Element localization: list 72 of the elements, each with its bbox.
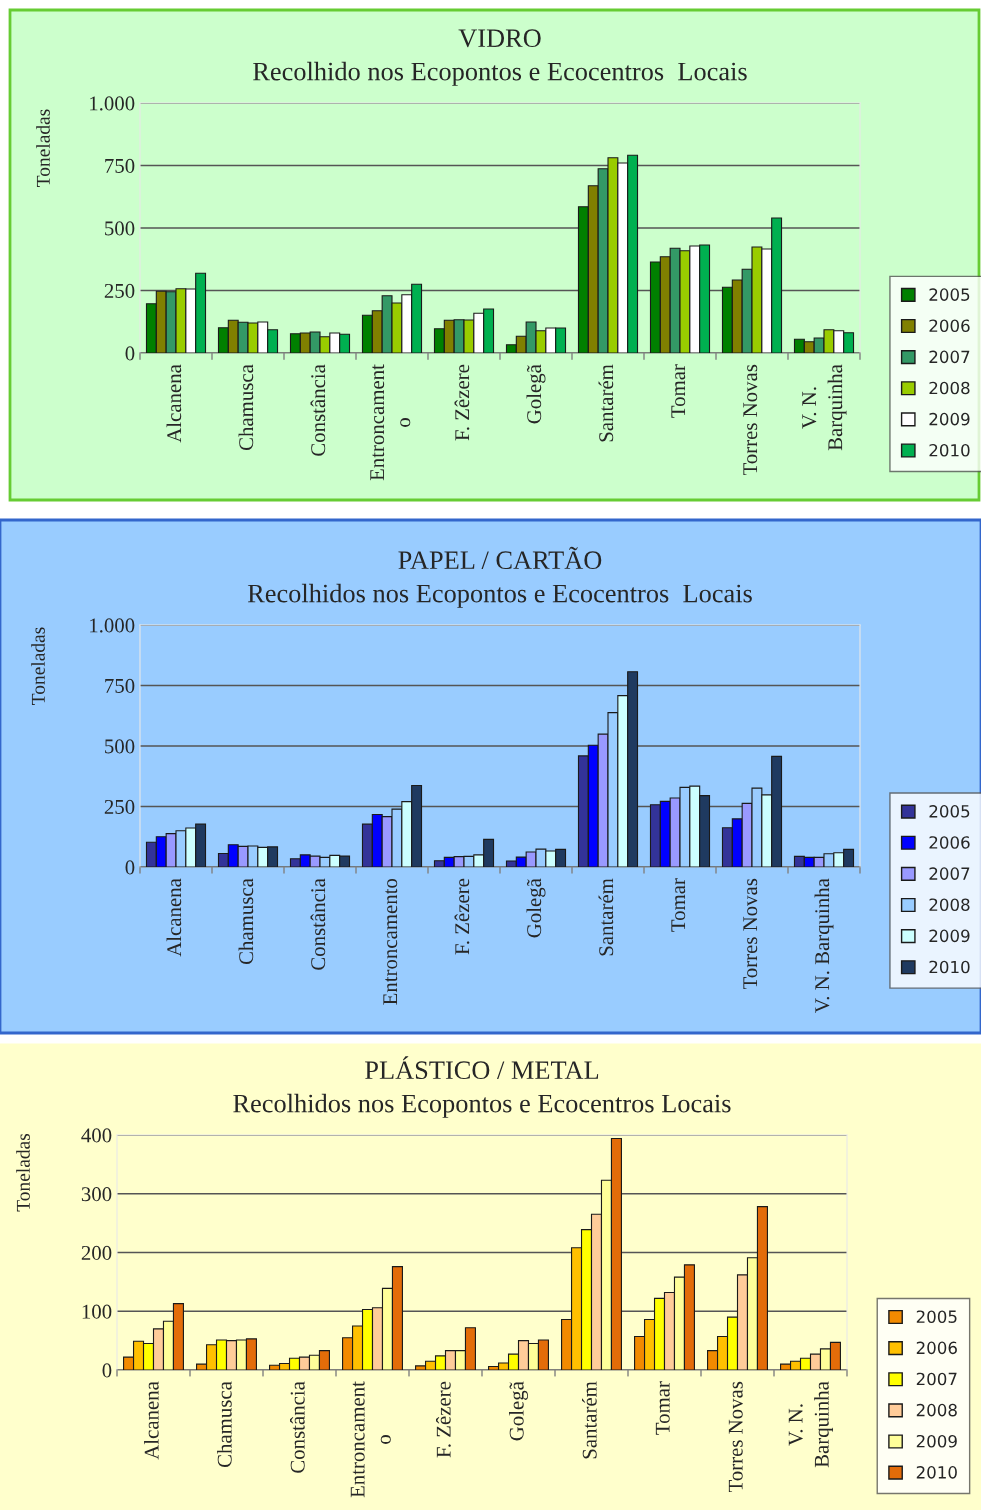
legend-label: 2008 (929, 898, 970, 912)
x-tick-label: Santarém (582, 1381, 597, 1459)
x-tick-label: Torres Novas (728, 1381, 743, 1493)
x-tick-label: Torres Novas (743, 878, 758, 990)
x-tick-label: Santarém (598, 364, 614, 442)
legend-label: 2006 (929, 319, 970, 333)
y-tick-label: 1.000 (90, 96, 135, 111)
legend-label: 2005 (929, 805, 970, 818)
x-tick-label: Constância (290, 1381, 305, 1473)
y-tick-label: 100 (82, 1304, 112, 1319)
legend-label: 2008 (916, 1403, 957, 1417)
y-tick-label: 200 (81, 1245, 112, 1260)
chart-subtitle: Recolhidos nos Ecopontos e Ecocentros Locais (233, 1093, 731, 1118)
y-tick-label: 0 (102, 1363, 112, 1378)
x-tick-label: F. Zêzere (436, 1381, 451, 1458)
x-tick-label: Entroncamento (383, 878, 398, 1005)
legend-label: 2005 (929, 288, 970, 301)
x-tick-label: Alcanena (144, 1381, 159, 1460)
x-tick-label: Chamusca (238, 364, 254, 451)
y-axis-title: Toneladas (36, 109, 50, 187)
y-tick-label: 300 (81, 1187, 112, 1202)
chart-title: PLÁSTICO / METAL (365, 1056, 599, 1080)
y-tick-label: 400 (81, 1128, 112, 1143)
x-tick-label: Alcanena (166, 364, 182, 443)
legend-label: 2005 (916, 1310, 957, 1323)
x-tick-label: Entroncament o (370, 364, 411, 481)
x-tick-label: Constância (310, 364, 326, 456)
y-tick-label: 1.000 (90, 618, 135, 633)
y-tick-label: 500 (105, 739, 135, 754)
x-tick-label: Alcanena (166, 878, 182, 957)
legend-label: 2010 (929, 443, 970, 457)
y-tick-label: 750 (105, 158, 135, 173)
legend-label: 2009 (916, 1434, 957, 1448)
x-tick-label: V. N. Barquinha (788, 1381, 834, 1468)
x-tick-label: Tomar (671, 878, 686, 932)
x-tick-label: Santarém (598, 878, 614, 956)
y-axis-title: Toneladas (31, 627, 45, 705)
y-tick-label: 250 (104, 799, 135, 814)
legend-label: 2006 (916, 1341, 957, 1355)
y-tick-label: 500 (105, 221, 135, 236)
x-tick-label: Golegã (526, 364, 546, 424)
x-tick-label: Tomar (671, 364, 686, 418)
chart-title: VIDRO (458, 29, 541, 48)
x-tick-label: V. N. Barquinha (814, 878, 834, 1013)
chart-subtitle: Recolhidos nos Ecopontos e Ecocentros Locais (247, 583, 752, 608)
legend-label: 2008 (929, 381, 970, 395)
y-tick-label: 250 (104, 283, 135, 298)
legend-label: 2006 (929, 836, 970, 849)
y-tick-label: 750 (105, 678, 135, 693)
legend-label: 2010 (929, 960, 970, 974)
legend-label: 2009 (929, 929, 970, 943)
y-axis-title: Toneladas (16, 1133, 30, 1212)
x-tick-label: F. Zêzere (454, 364, 470, 441)
y-tick-label: 0 (125, 860, 135, 875)
legend-label: 2007 (929, 867, 970, 880)
x-tick-label: Entroncament o (350, 1381, 391, 1498)
legend-label: 2007 (916, 1372, 957, 1386)
x-tick-label: Torres Novas (743, 364, 758, 476)
legend-label: 2010 (916, 1466, 957, 1479)
chart-subtitle: Recolhido nos Ecopontos e Ecocentros Locais (253, 61, 747, 86)
x-tick-label: V. N. Barquinha (802, 364, 847, 451)
y-tick-label: 0 (125, 346, 135, 361)
x-tick-label: Tomar (655, 1381, 670, 1435)
legend-label: 2007 (929, 350, 970, 364)
x-tick-label: Chamusca (217, 1381, 232, 1468)
x-tick-label: Golegã (509, 1381, 528, 1441)
x-tick-label: Chamusca (238, 878, 254, 965)
legend-label: 2009 (929, 412, 970, 426)
x-tick-label: Golegã (526, 878, 546, 938)
chart-title: PAPEL / CARTÃO (398, 546, 602, 570)
x-tick-label: F. Zêzere (454, 878, 470, 955)
x-tick-label: Constância (310, 878, 326, 970)
